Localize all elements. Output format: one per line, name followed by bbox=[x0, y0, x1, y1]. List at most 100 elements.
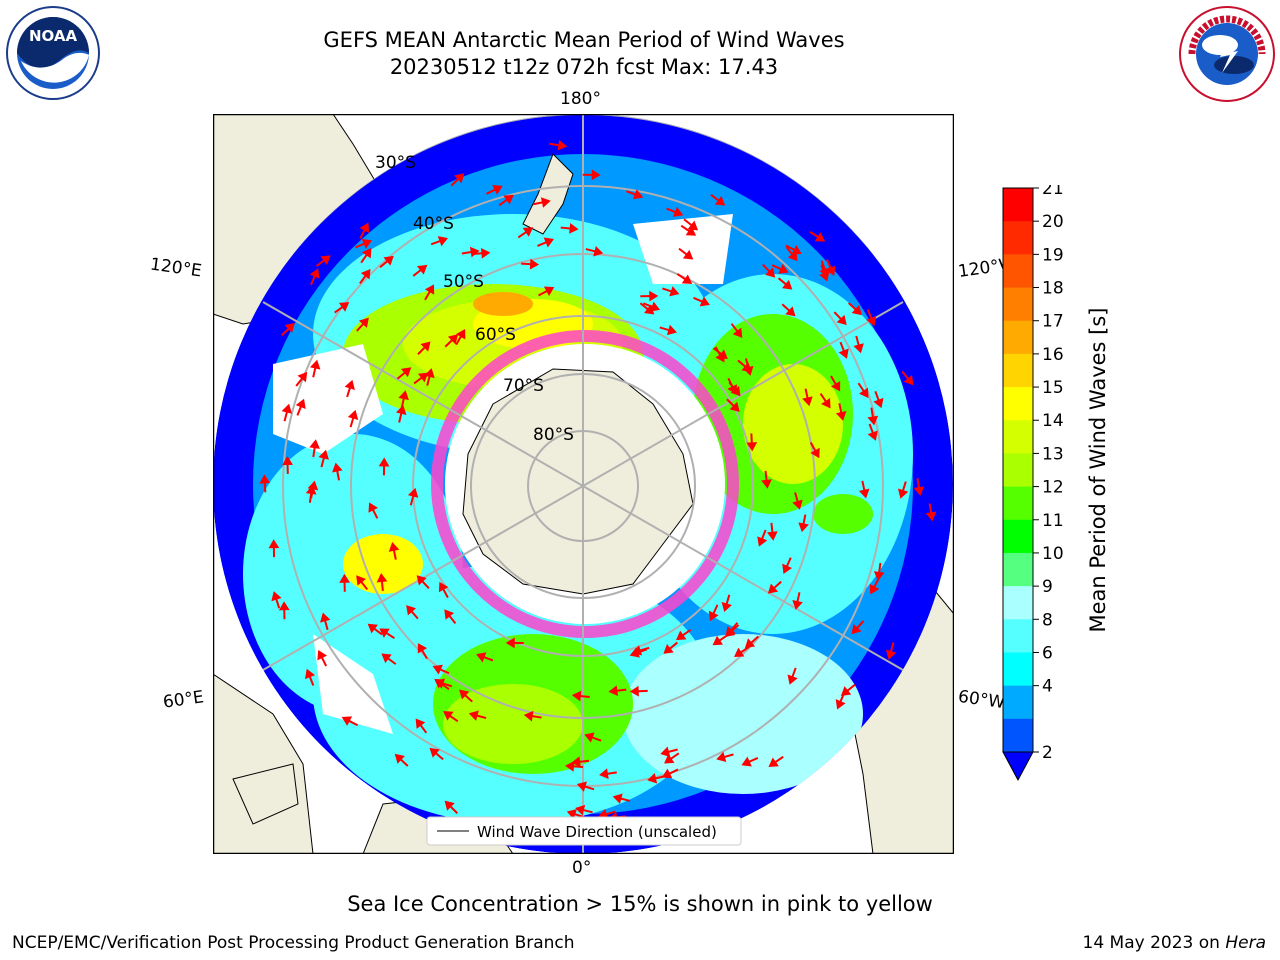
colorbar-band bbox=[1003, 287, 1033, 322]
wind-arrow-head bbox=[649, 301, 661, 312]
wind-arrow-head bbox=[456, 329, 466, 340]
wind-arrow-head bbox=[716, 751, 727, 763]
lon-label-top: 180° bbox=[560, 89, 601, 109]
nws-logo-icon bbox=[1179, 6, 1275, 102]
wind-arrow-head bbox=[649, 290, 659, 302]
colorbar-band bbox=[1003, 586, 1033, 620]
chart-title: GEFS MEAN Antarctic Mean Period of Wind … bbox=[323, 28, 845, 52]
wind-arrow-head bbox=[569, 223, 579, 234]
chart-subtitle: 20230512 t12z 072h fcst Max: 17.43 bbox=[389, 55, 779, 79]
wind-arrow-head bbox=[332, 462, 343, 473]
wind-arrow-head bbox=[543, 286, 555, 297]
wind-arrow-head bbox=[685, 226, 697, 236]
wind-arrow-head bbox=[447, 334, 459, 345]
wind-arrow-head bbox=[359, 222, 370, 233]
wind-arrow-head bbox=[281, 403, 293, 414]
wind-arrow-head bbox=[591, 169, 601, 181]
wind-arrow-head bbox=[295, 398, 306, 410]
wind-arrow-head bbox=[571, 690, 582, 702]
sea-ice-note: Sea Ice Concentration > 15% is shown in … bbox=[347, 892, 933, 916]
wind-arrow-head bbox=[361, 247, 372, 259]
wind-arrow-head bbox=[867, 415, 879, 426]
wind-arrow-head bbox=[284, 322, 295, 333]
wind-arrow-head bbox=[394, 753, 405, 764]
land-antarctica bbox=[462, 368, 694, 595]
lon-label-left-lower: 60°E bbox=[161, 687, 206, 713]
wind-arrow-head bbox=[782, 279, 793, 290]
wind-arrow-head bbox=[360, 268, 371, 280]
wind-arrow-head bbox=[317, 649, 327, 661]
colorbar-tick-label: 13 bbox=[1042, 444, 1064, 464]
wind-arrow-head bbox=[575, 804, 586, 816]
colorbar-band bbox=[1003, 519, 1033, 554]
wind-arrow-head bbox=[873, 571, 885, 581]
wind-arrow-head bbox=[381, 653, 392, 664]
wind-arrow-head bbox=[356, 575, 366, 586]
wind-arrow-head bbox=[571, 756, 581, 768]
wind-arrow-head bbox=[858, 488, 870, 499]
wind-arrow-head bbox=[741, 756, 752, 767]
wind-arrow-head bbox=[669, 286, 680, 297]
wind-arrow-head bbox=[459, 689, 470, 700]
colorbar-band bbox=[1003, 453, 1033, 488]
wind-arrow-head bbox=[699, 296, 710, 307]
wind-arrow-head bbox=[593, 246, 604, 257]
wind-arrow-head bbox=[566, 809, 577, 820]
wind-arrow-head bbox=[644, 304, 655, 315]
wind-arrow-head bbox=[339, 573, 350, 583]
wind-arrow-head bbox=[309, 359, 321, 370]
wind-arrow-head bbox=[305, 668, 316, 680]
wind-arrow-head bbox=[378, 457, 390, 467]
wind-arrow-head bbox=[814, 232, 826, 242]
wind-arrow-head bbox=[420, 341, 431, 352]
svg-text:NOAA: NOAA bbox=[29, 27, 78, 45]
colorbar: 21 20 19 18 17 16 15 14 13 12 11 10 9 8 6 4 2 Mean Perio… bbox=[1002, 185, 1110, 782]
wind-arrow-head bbox=[437, 236, 448, 247]
wind-arrow-head bbox=[344, 379, 355, 390]
wind-arrow-head bbox=[338, 302, 350, 312]
wind-arrow-head bbox=[725, 626, 736, 637]
wind-arrow-head bbox=[367, 623, 378, 634]
colorbar-band bbox=[1003, 685, 1033, 720]
wind-arrow-head bbox=[268, 539, 280, 549]
footer-machine: Hera bbox=[1225, 933, 1266, 953]
wind-arrow-head bbox=[851, 624, 862, 635]
wind-arrow-head bbox=[503, 194, 514, 205]
wind-arrow-head bbox=[859, 387, 869, 399]
wind-arrow-head bbox=[361, 238, 372, 249]
wind-arrow-head bbox=[903, 375, 914, 386]
wind-arrow-head bbox=[729, 401, 740, 412]
wind-arrow-head bbox=[565, 760, 575, 772]
wind-arrow-head bbox=[782, 563, 793, 575]
wind-arrow-head bbox=[791, 244, 802, 255]
wind-arrow-head bbox=[468, 710, 479, 721]
wind-arrow-head bbox=[810, 447, 820, 459]
wind-arrow-head bbox=[798, 522, 809, 533]
wind-arrow-head bbox=[376, 573, 388, 583]
colorbar-tick-label: 15 bbox=[1042, 378, 1064, 398]
wind-arrow-head bbox=[869, 583, 880, 595]
wind-arrow-head bbox=[424, 284, 435, 295]
noaa-logo-icon: NOAA bbox=[6, 6, 100, 100]
wind-arrow-head bbox=[746, 442, 758, 452]
wind-arrow-head bbox=[687, 220, 699, 231]
wind-arrow-head bbox=[778, 263, 789, 274]
wind-arrow-head bbox=[712, 635, 723, 646]
wind-arrow-head bbox=[744, 638, 756, 649]
wind-arrow-head bbox=[469, 246, 480, 258]
wind-arrow-head bbox=[717, 349, 728, 360]
wind-arrow-head bbox=[297, 371, 308, 383]
wind-arrow-head bbox=[358, 317, 369, 328]
land-africa bbox=[213, 673, 314, 854]
wind-arrow-head bbox=[631, 645, 643, 656]
wind-arrow-head bbox=[282, 456, 293, 466]
wind-arrow-head bbox=[400, 367, 412, 378]
colorbar-band bbox=[1003, 188, 1033, 222]
colorbar-label: Mean Period of Wind Waves [s] bbox=[1086, 308, 1110, 633]
colorbar-tick-label: 16 bbox=[1042, 345, 1064, 365]
colorbar-band bbox=[1003, 619, 1033, 653]
wind-arrow-head bbox=[766, 531, 778, 541]
wind-arrow-head bbox=[318, 449, 329, 460]
wind-arrow-head bbox=[836, 314, 847, 326]
wind-arrow-head bbox=[443, 711, 454, 721]
